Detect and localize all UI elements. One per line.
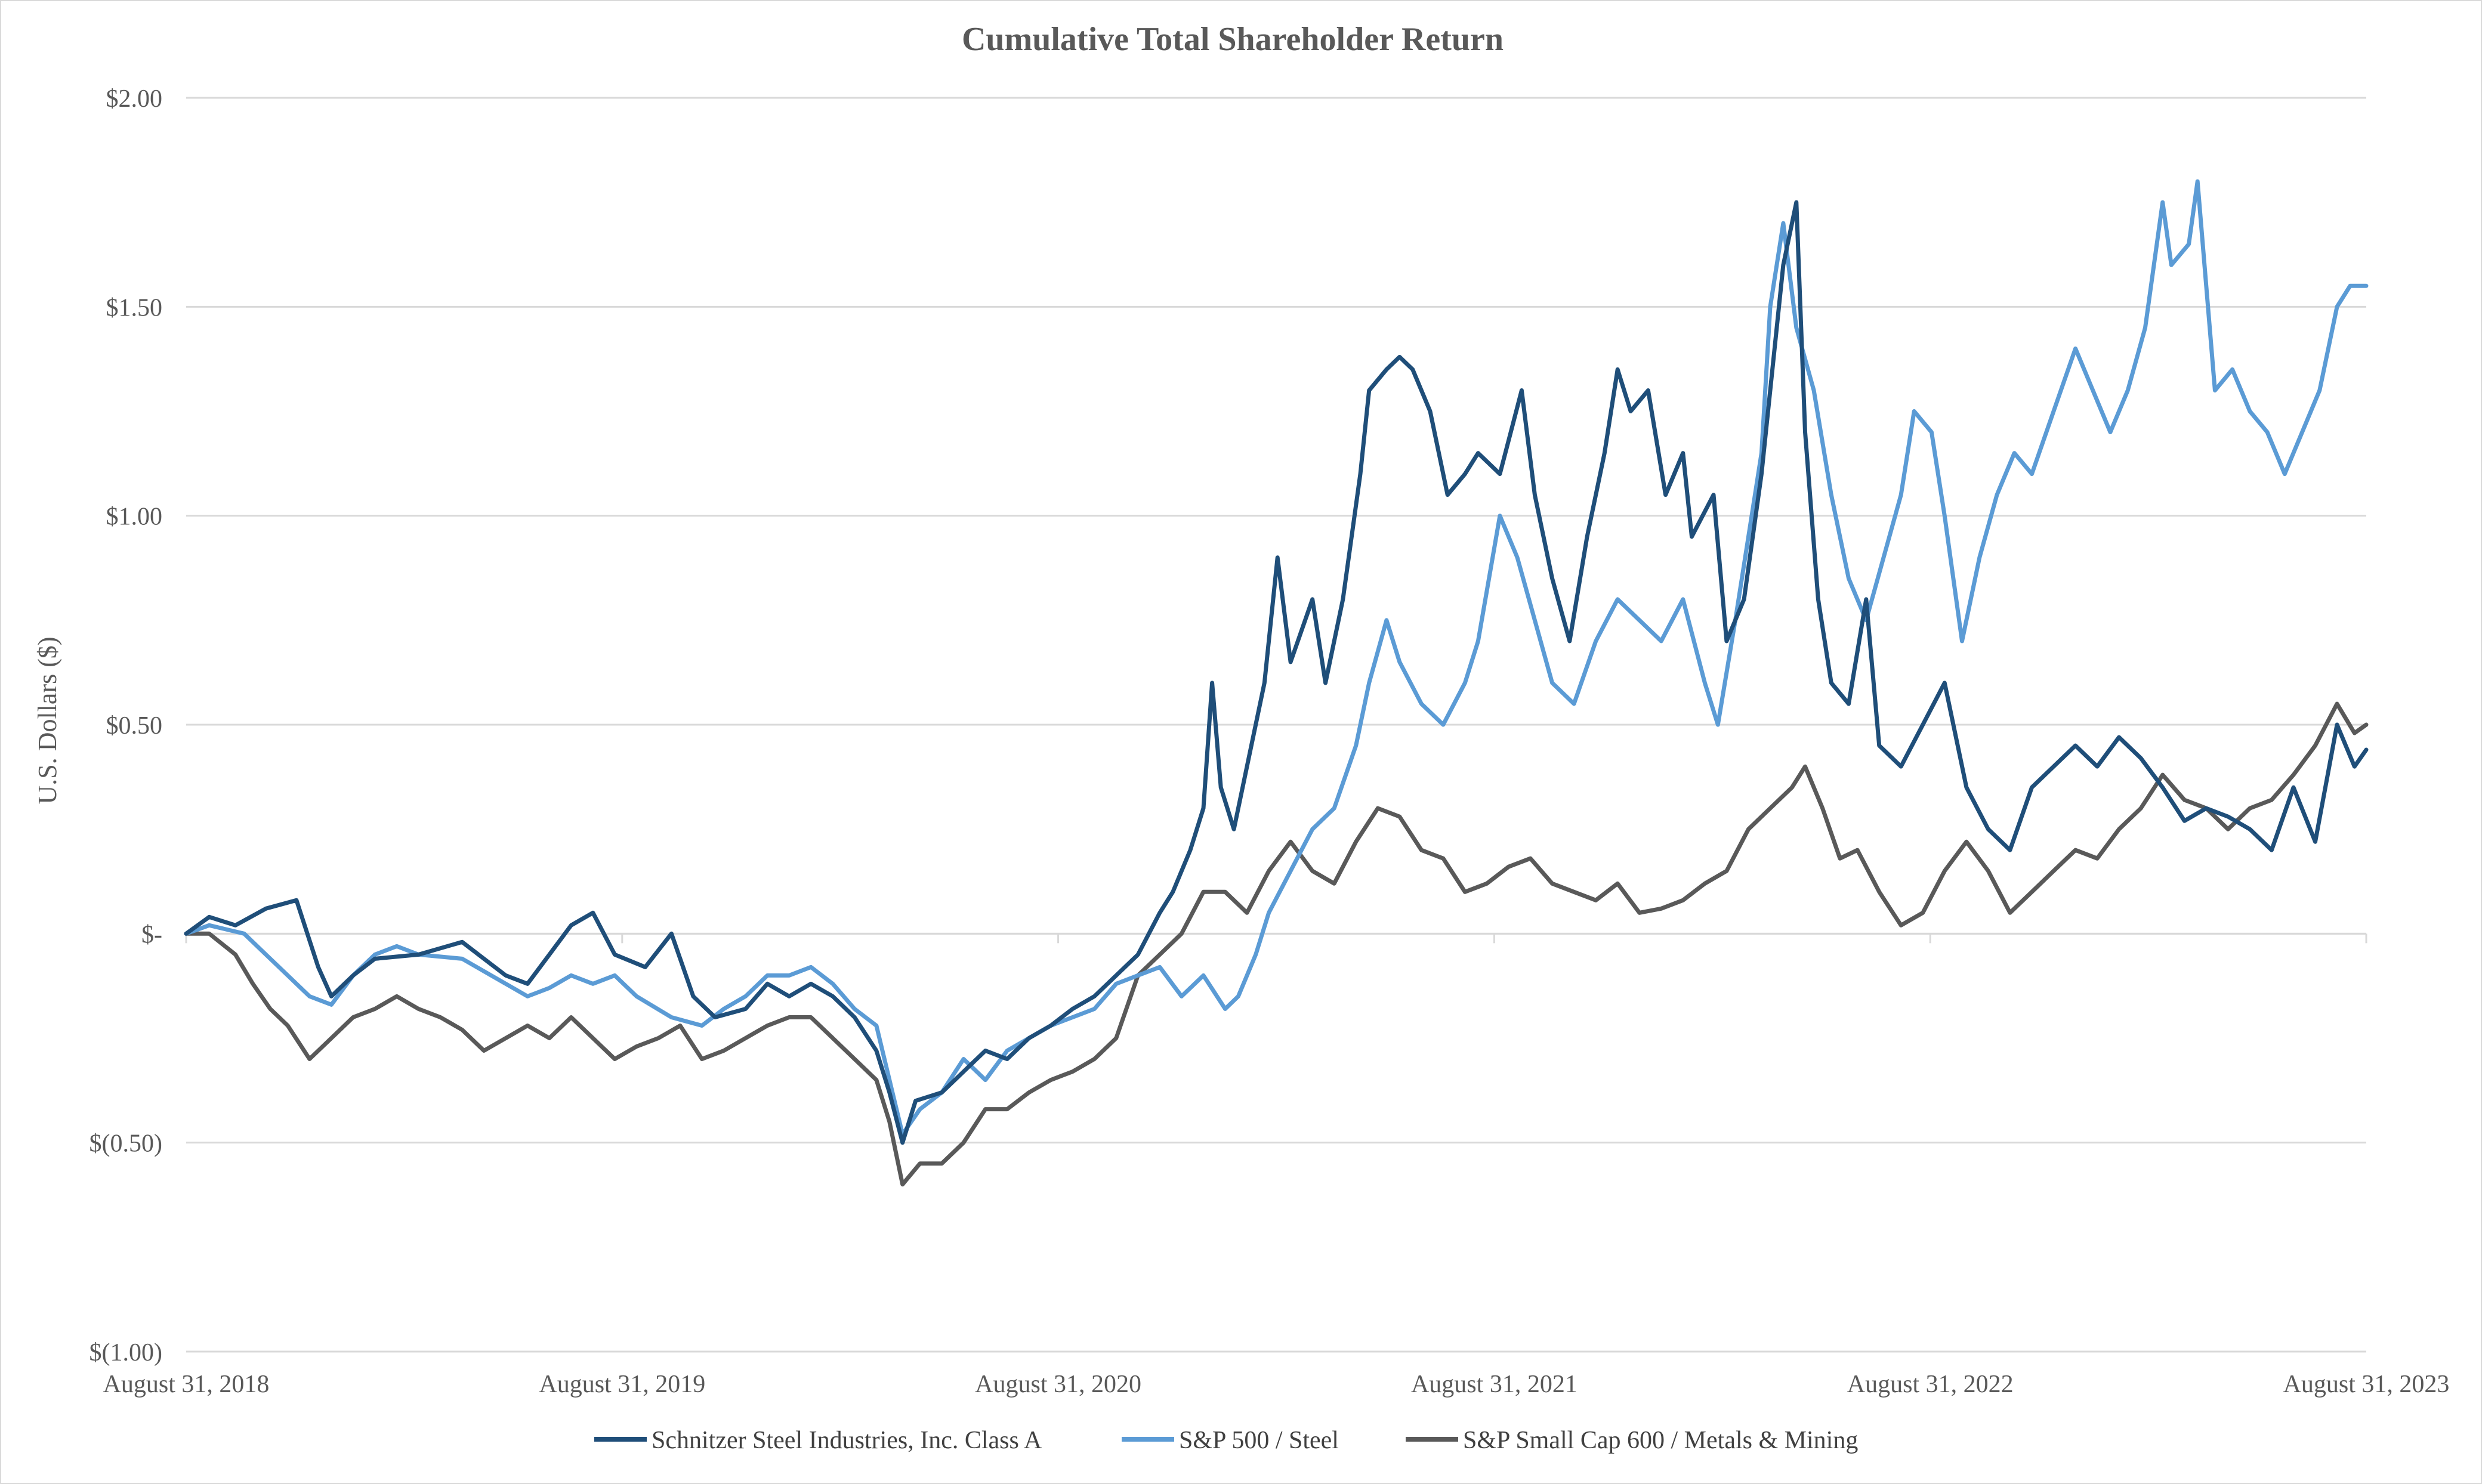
- legend-label: S&P 500 / Steel: [1179, 1427, 1339, 1454]
- legend-label: S&P Small Cap 600 / Metals & Mining: [1463, 1427, 1858, 1454]
- x-tick-label: August 31, 2018: [103, 1371, 270, 1398]
- x-tick-label: August 31, 2023: [2283, 1371, 2450, 1398]
- x-axis: [185, 932, 2367, 944]
- series-layer: [184, 179, 2369, 1187]
- series-line-2: [184, 701, 2369, 1187]
- y-tick-label: $0.50: [106, 712, 163, 740]
- y-tick-label: $1.50: [106, 294, 163, 321]
- series-line-0: [184, 200, 2369, 1145]
- legend-item-1: S&P 500 / Steel: [1122, 1427, 1339, 1454]
- y-tick-label: $(1.00): [89, 1339, 162, 1366]
- legend: Schnitzer Steel Industries, Inc. Class A…: [594, 1427, 1858, 1454]
- x-tick-label: August 31, 2020: [975, 1371, 1141, 1398]
- x-tick-label: August 31, 2019: [539, 1371, 705, 1398]
- legend-label: Schnitzer Steel Industries, Inc. Class A: [652, 1427, 1042, 1454]
- y-tick-label: $2.00: [106, 85, 163, 113]
- gridlines: [186, 97, 2366, 1353]
- y-tick-label: $-: [141, 921, 162, 948]
- legend-item-0: Schnitzer Steel Industries, Inc. Class A: [594, 1427, 1042, 1454]
- chart-title: Cumulative Total Shareholder Return: [962, 21, 1504, 58]
- x-tick-labels: August 31, 2018 August 31, 2019 August 31,…: [103, 1371, 2450, 1398]
- x-tick-label: August 31, 2021: [1411, 1371, 1578, 1398]
- x-tick-label: August 31, 2022: [1847, 1371, 2014, 1398]
- y-tick-label: $1.00: [106, 503, 163, 531]
- y-tick-label: $(0.50): [89, 1130, 162, 1158]
- series-line-1: [184, 179, 2369, 1137]
- legend-item-2: S&P Small Cap 600 / Metals & Mining: [1406, 1427, 1858, 1454]
- y-axis: $2.00 $1.50 $1.00 $0.50 $- $(0.50) $(1.00): [89, 85, 162, 1366]
- y-axis-title: U.S. Dollars ($): [33, 636, 62, 804]
